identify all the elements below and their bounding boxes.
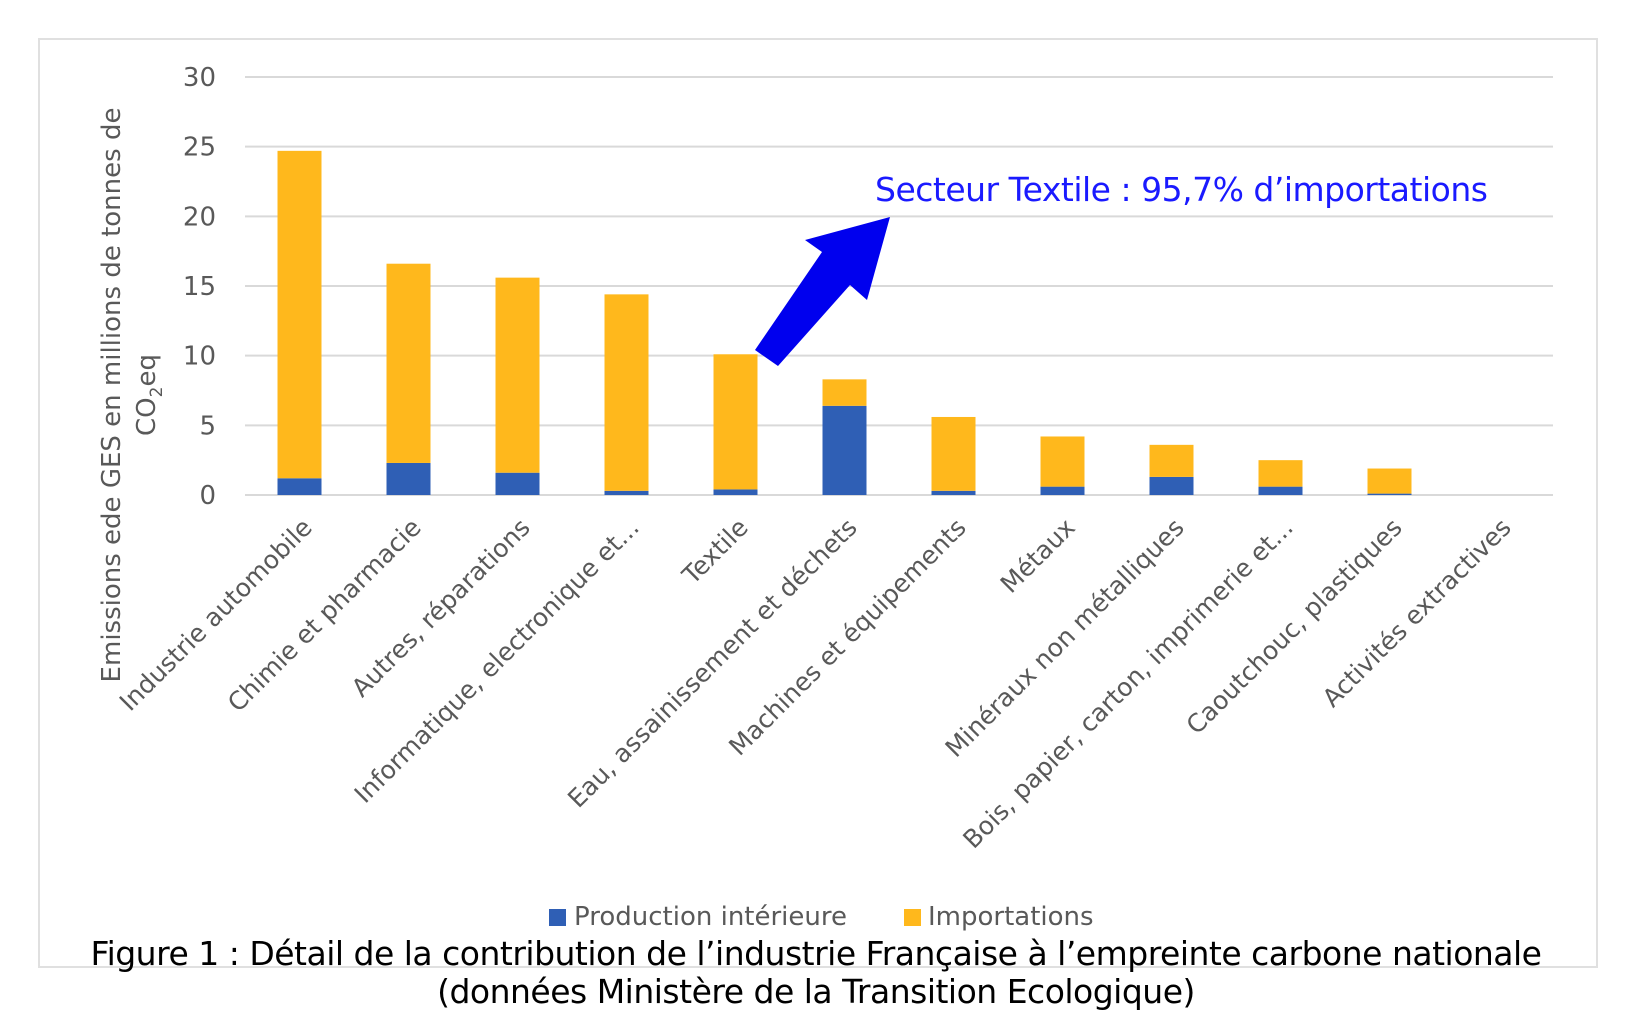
bar-production bbox=[1258, 486, 1303, 495]
bar-importations bbox=[1149, 444, 1194, 477]
bar-importations bbox=[277, 150, 322, 479]
bar-production bbox=[713, 489, 758, 495]
legend-swatch-importations bbox=[904, 909, 921, 926]
bar-importations bbox=[1258, 460, 1303, 487]
bar-production bbox=[277, 478, 322, 495]
bar-importations bbox=[931, 416, 976, 491]
y-axis-label-eq: eq bbox=[132, 354, 162, 387]
bar-production bbox=[931, 490, 976, 495]
bar-importations bbox=[713, 354, 758, 490]
y-tick-label: 0 bbox=[199, 481, 216, 511]
y-tick-label: 30 bbox=[183, 63, 216, 93]
bar-importations bbox=[822, 379, 867, 406]
x-tick-label: Machines et équipements bbox=[723, 513, 972, 762]
y-tick-label: 5 bbox=[199, 411, 216, 441]
annotation: Secteur Textile : 95,7% d’importations bbox=[755, 170, 1488, 366]
y-tick-labels: 0 5 10 15 20 25 30 bbox=[183, 63, 216, 511]
bar-production bbox=[495, 472, 540, 495]
bar-production bbox=[822, 405, 867, 495]
annotation-text: Secteur Textile : 95,7% d’importations bbox=[875, 170, 1487, 209]
bar-importations bbox=[1367, 468, 1412, 494]
legend-label-importations: Importations bbox=[928, 902, 1094, 932]
y-axis-label-line2: CO2eq bbox=[132, 354, 167, 436]
y-axis-label: Emissions ede GES en millions de tonnes … bbox=[97, 108, 167, 683]
legend-swatch-production bbox=[549, 909, 566, 926]
legend: Production intérieure Importations bbox=[549, 902, 1094, 932]
bar-production bbox=[386, 462, 431, 495]
figure-caption-line1: Figure 1 : Détail de la contribution de … bbox=[90, 934, 1542, 973]
figure-caption-line2: (données Ministère de la Transition Ecol… bbox=[437, 972, 1195, 1011]
chart-frame bbox=[38, 38, 1598, 968]
x-tick-label: Textile bbox=[676, 513, 754, 591]
bar-importations bbox=[1040, 436, 1085, 487]
bar-importations bbox=[386, 263, 431, 463]
legend-label-production: Production intérieure bbox=[574, 902, 847, 932]
y-tick-label: 25 bbox=[183, 133, 216, 163]
y-axis-label-line1: Emissions ede GES en millions de tonnes … bbox=[97, 108, 127, 683]
y-tick-label: 10 bbox=[183, 342, 216, 372]
bar-production bbox=[604, 490, 649, 495]
bars bbox=[277, 150, 1412, 495]
bar-production bbox=[1149, 476, 1194, 495]
grid-lines bbox=[245, 76, 1553, 496]
x-tick-label: Chimie et pharmacie bbox=[222, 513, 427, 718]
y-axis-label-co: CO bbox=[132, 397, 162, 436]
annotation-arrow bbox=[755, 217, 890, 366]
bar-production bbox=[1367, 493, 1412, 495]
bar-importations bbox=[495, 277, 540, 473]
bar-importations bbox=[604, 294, 649, 491]
y-tick-label: 15 bbox=[183, 272, 216, 302]
x-tick-label: Caoutchouc, plastiques bbox=[1181, 513, 1408, 740]
x-tick-label: Autres, réparations bbox=[346, 513, 536, 703]
y-tick-label: 20 bbox=[183, 202, 216, 232]
x-tick-label: Métaux bbox=[995, 513, 1081, 599]
x-tick-label: Activités extractives bbox=[1317, 513, 1517, 713]
x-tick-label: Industrie automobile bbox=[114, 513, 318, 717]
y-axis-label-sub: 2 bbox=[147, 387, 167, 398]
bar-production bbox=[1040, 486, 1085, 495]
